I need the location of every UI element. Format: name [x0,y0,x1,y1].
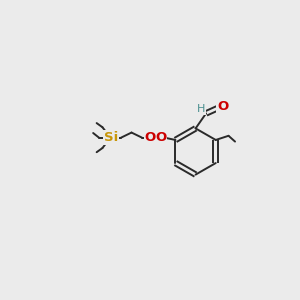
Text: Si: Si [104,131,118,144]
Text: O: O [217,100,228,113]
Text: O: O [155,131,167,144]
Text: H: H [197,104,206,114]
Text: O: O [144,131,155,144]
